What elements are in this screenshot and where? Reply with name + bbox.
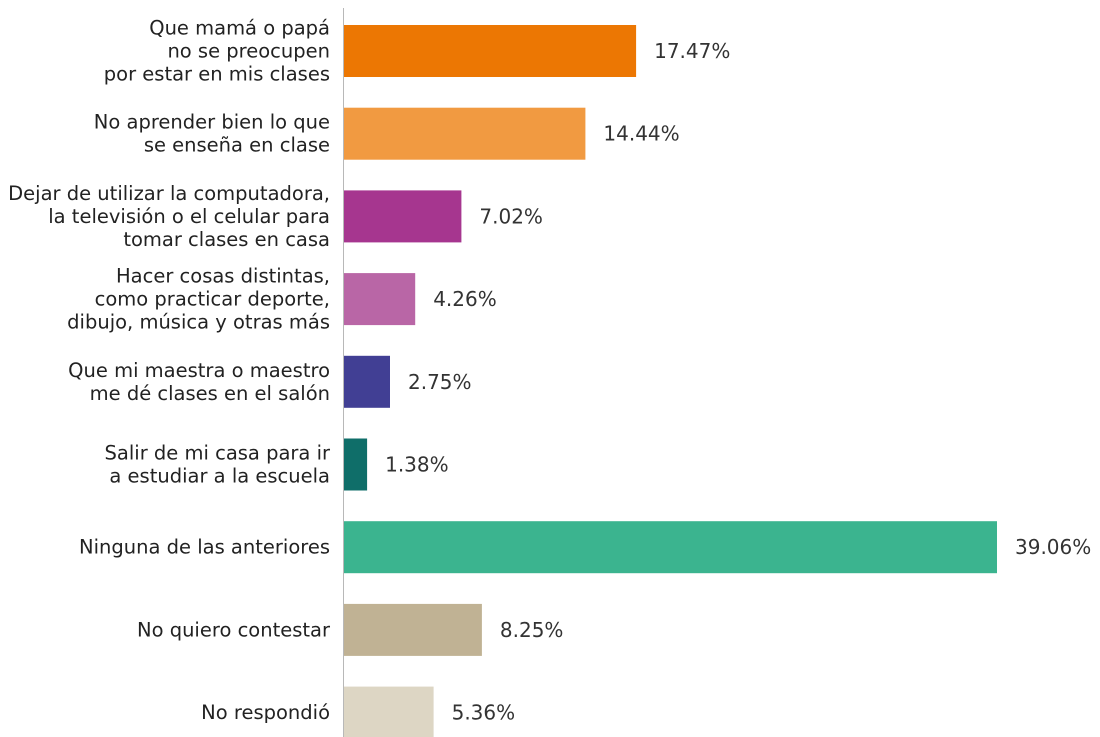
value-label-3: 4.26%: [433, 287, 497, 311]
category-label-line: dibujo, música y otras más: [67, 311, 330, 334]
value-labels-layer: 17.47% 14.44% 7.02% 4.26% 2.75% 1.38% 39.06% 8.…: [385, 39, 1091, 725]
category-label-line: por estar en mis clases: [104, 63, 330, 86]
bar-8: [344, 686, 434, 737]
bar-0: [344, 25, 637, 77]
category-label-line: se enseña en clase: [144, 134, 330, 157]
category-label-line: Que mamá o papá: [149, 17, 330, 40]
category-label-line: Hacer cosas distintas,: [116, 265, 330, 288]
category-label-line: Que mi maestra o maestro: [68, 359, 330, 382]
value-label-2: 7.02%: [479, 204, 543, 228]
category-label-line: No respondió: [201, 701, 330, 724]
category-label-7: No quiero contestar: [137, 618, 331, 641]
category-label-8: No respondió: [201, 701, 330, 724]
category-label-line: No quiero contestar: [137, 618, 331, 641]
category-label-line: me dé clases en el salón: [90, 382, 330, 405]
category-label-line: como practicar deporte,: [95, 288, 330, 311]
category-label-3: Hacer cosas distintas, como practicar dep…: [67, 265, 330, 334]
bar-2: [344, 190, 462, 243]
category-label-4: Que mi maestra o maestro me dé clases en …: [68, 359, 330, 405]
value-label-7: 8.25%: [500, 618, 564, 642]
category-label-line: no se preocupen: [167, 40, 330, 63]
value-label-6: 39.06%: [1015, 535, 1091, 559]
category-label-line: a estudiar a la escuela: [109, 465, 330, 488]
category-label-line: tomar clases en casa: [123, 228, 330, 251]
category-label-5: Salir de mi casa para ir a estudiar a la …: [105, 442, 331, 488]
bars-layer: [344, 25, 997, 737]
category-label-1: No aprender bien lo que se enseña en clas…: [94, 111, 330, 157]
bar-4: [344, 355, 390, 408]
bar-5: [344, 438, 368, 491]
bar-6: [344, 521, 997, 574]
category-label-line: la televisión o el celular para: [48, 205, 330, 228]
bar-1: [344, 107, 586, 160]
category-labels-layer: Que mamá o papá no se preocupen por estar …: [8, 17, 331, 725]
category-label-0: Que mamá o papá no se preocupen por estar …: [104, 17, 330, 86]
category-label-line: No aprender bien lo que: [94, 111, 330, 134]
value-label-5: 1.38%: [385, 453, 449, 477]
category-label-line: Salir de mi casa para ir: [105, 442, 331, 465]
bar-7: [344, 603, 482, 656]
category-label-6: Ninguna de las anteriores: [79, 536, 330, 559]
category-label-line: Ninguna de las anteriores: [79, 536, 330, 559]
bar-3: [344, 273, 416, 326]
value-label-0: 17.47%: [654, 39, 730, 63]
value-label-4: 2.75%: [408, 370, 472, 394]
value-label-1: 14.44%: [603, 122, 679, 146]
value-label-8: 5.36%: [452, 701, 516, 725]
category-label-2: Dejar de utilizar la computadora, la tele…: [8, 182, 330, 251]
category-label-line: Dejar de utilizar la computadora,: [8, 182, 330, 205]
